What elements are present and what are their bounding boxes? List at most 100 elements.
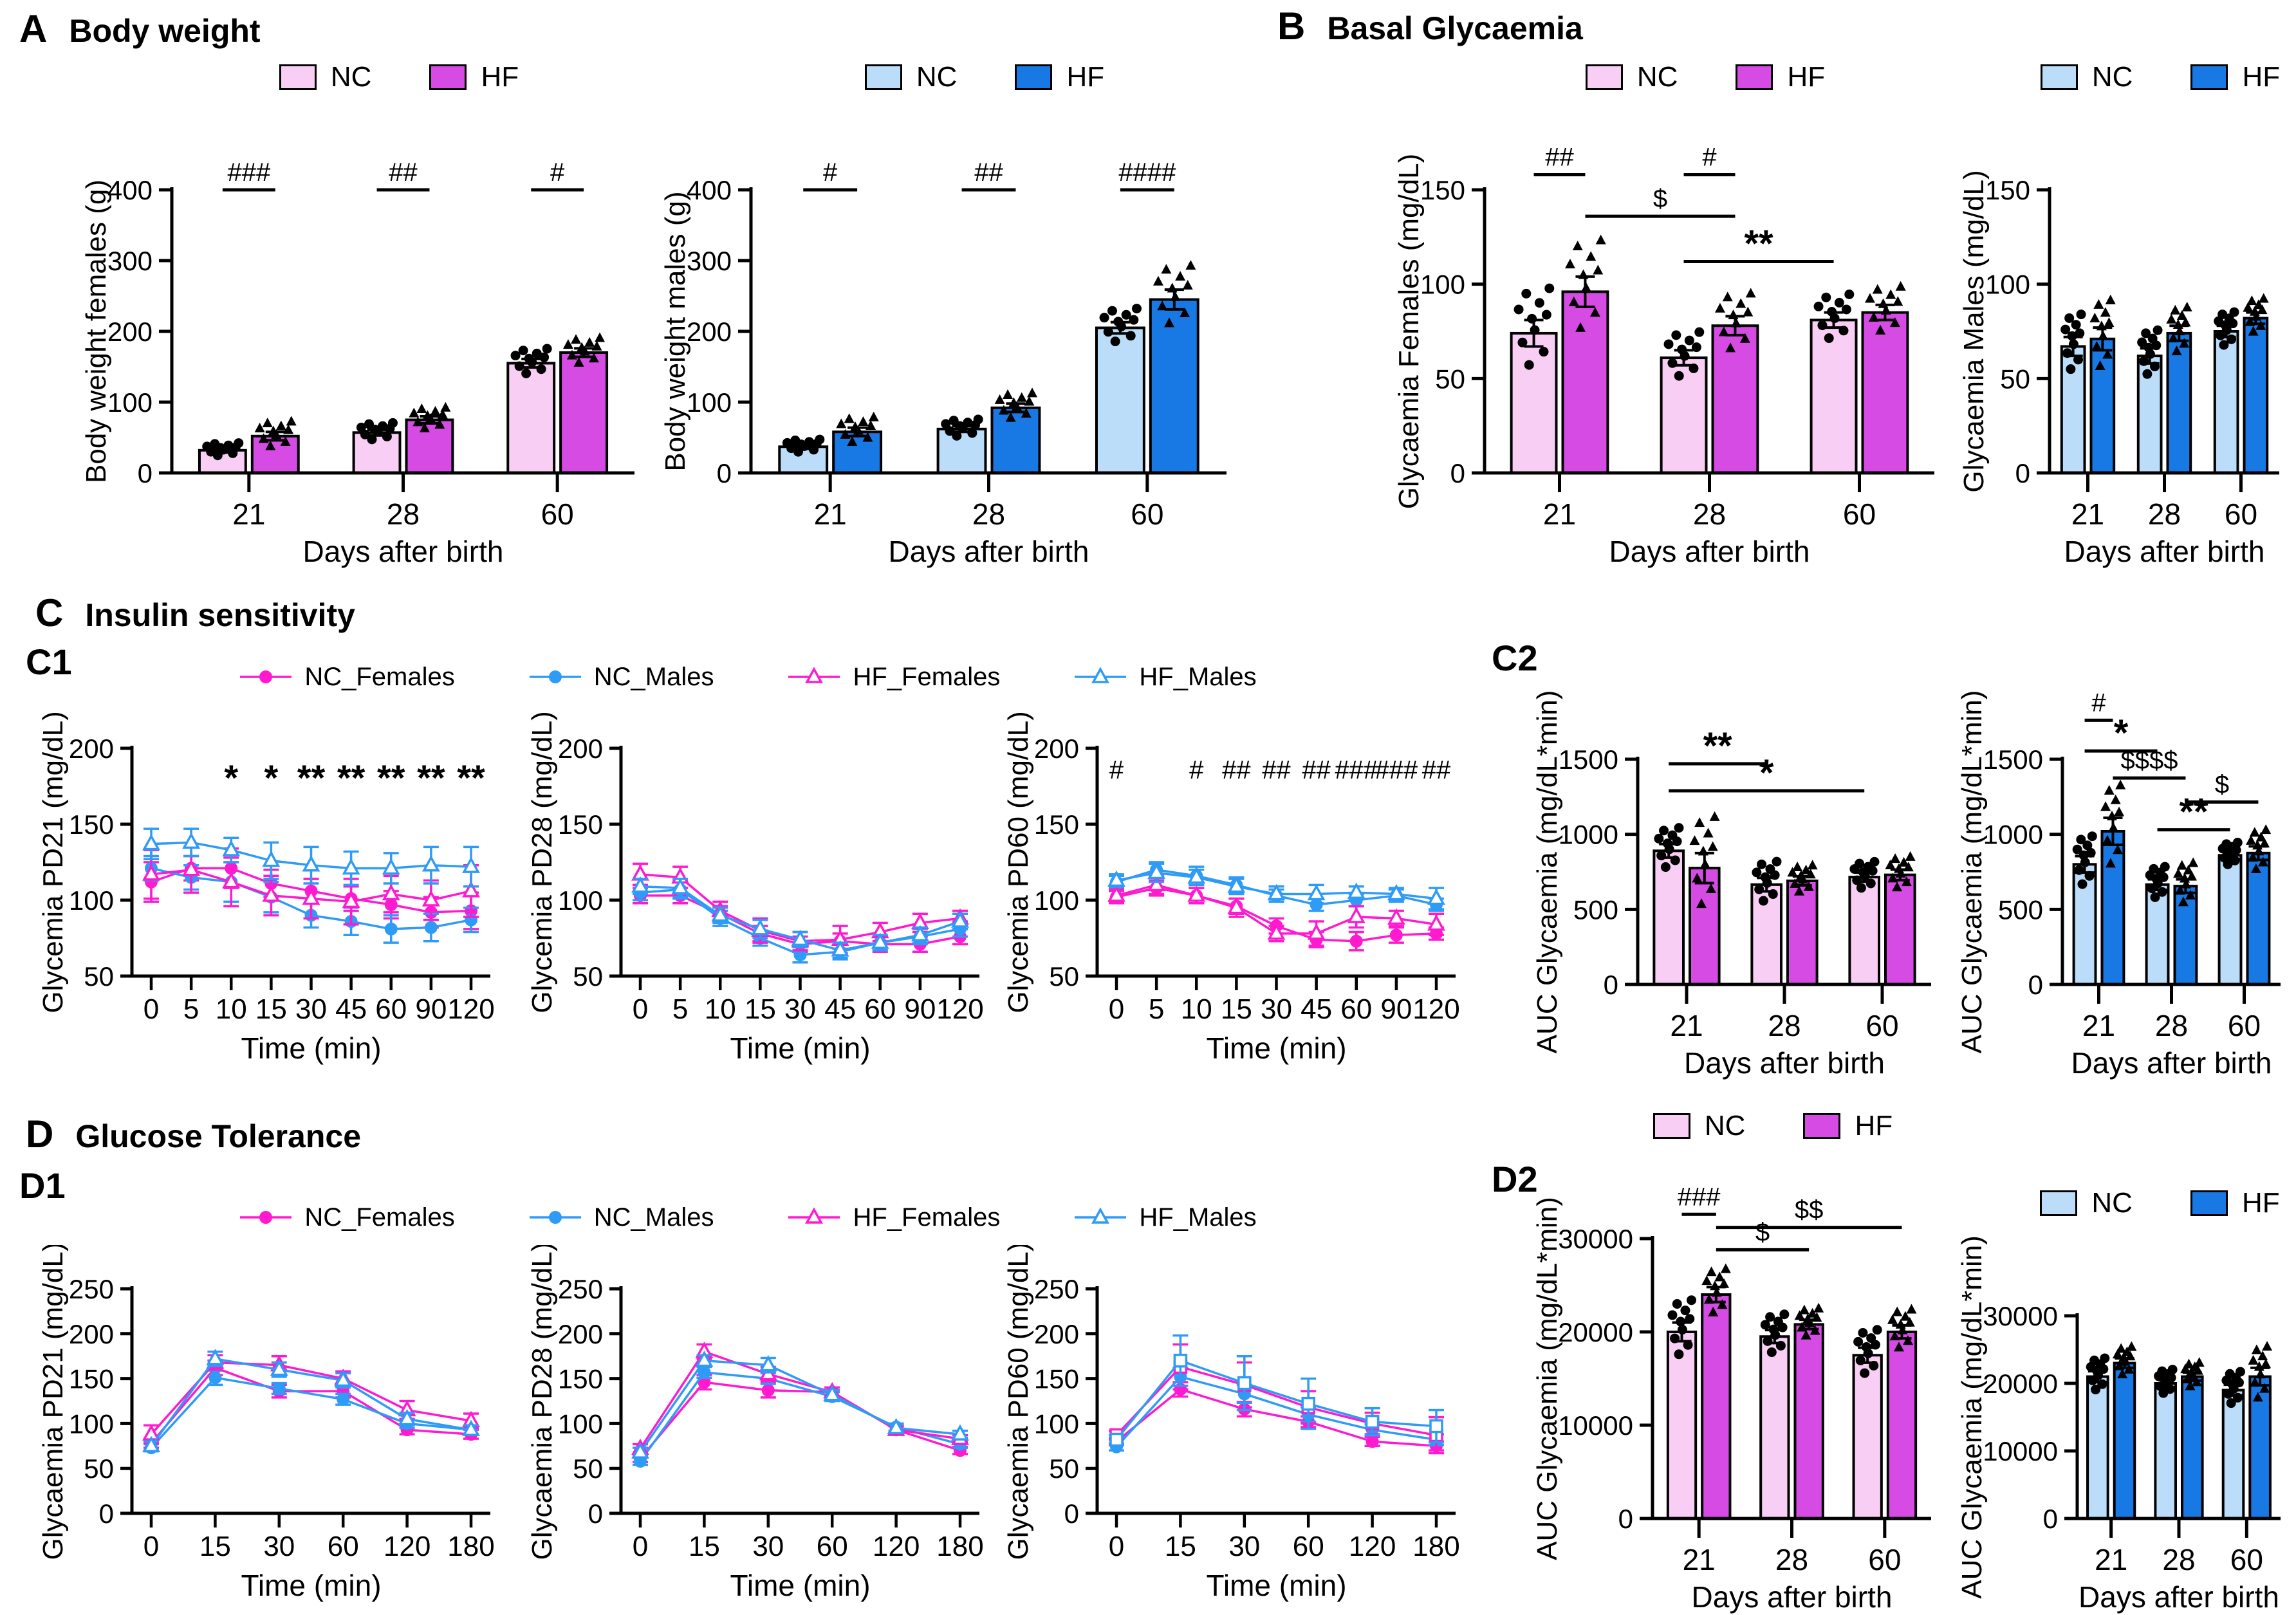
svg-text:21: 21	[814, 497, 847, 531]
svg-text:AUC Glycaemia (mg/dL*min): AUC Glycaemia (mg/dL*min)	[1956, 690, 1988, 1054]
svg-text:###: ###	[227, 158, 270, 187]
svg-text:100: 100	[1420, 270, 1465, 300]
panel-a-letter: A	[19, 7, 48, 50]
svg-text:28: 28	[2155, 1009, 2188, 1042]
svg-text:20000: 20000	[1983, 1369, 2058, 1399]
svg-text:60: 60	[2228, 1009, 2261, 1042]
svg-text:60: 60	[817, 1531, 848, 1562]
legend-swatch-icon	[1736, 64, 1773, 90]
legend-label: NC	[1636, 61, 1678, 93]
legend-series-c1: NC_Females NC_Males HF_Females HF_Males	[240, 658, 1257, 696]
svg-text:150: 150	[558, 1364, 603, 1394]
svg-text:Days after birth: Days after birth	[2071, 1046, 2272, 1080]
svg-text:##: ##	[1262, 756, 1291, 784]
open-triangle-marker-icon	[788, 667, 840, 683]
legend-swatch-icon	[429, 64, 467, 90]
svg-text:30: 30	[784, 993, 816, 1025]
chart-canvas-gtt-pd28: 0 50 100 150 200 250 Glycaemia PD28 (mg/dL) 0 15…	[524, 1245, 1004, 1615]
svg-text:45: 45	[335, 993, 367, 1025]
svg-text:Time (min): Time (min)	[1206, 1569, 1346, 1602]
svg-text:Glycaemia PD60 (mg/dL): Glycaemia PD60 (mg/dL)	[1003, 1245, 1034, 1560]
svg-text:28: 28	[1768, 1009, 1801, 1042]
svg-text:0: 0	[138, 458, 153, 488]
svg-text:10000: 10000	[1983, 1436, 2058, 1466]
svg-text:AUC Glycaemia (mg/dL*min): AUC Glycaemia (mg/dL*min)	[1532, 690, 1563, 1054]
legend-label: NC	[2091, 61, 2133, 93]
svg-text:60: 60	[1131, 497, 1163, 531]
svg-text:60: 60	[541, 497, 574, 531]
legend-item-NC: NC	[279, 61, 371, 93]
svg-text:Glycemia PD28 (mg/dL): Glycemia PD28 (mg/dL)	[526, 711, 558, 1013]
svg-text:*: *	[1759, 752, 1774, 794]
svg-text:#: #	[1109, 756, 1124, 784]
svg-text:150: 150	[69, 809, 114, 840]
svg-text:Days after birth: Days after birth	[1609, 535, 1810, 568]
svg-text:####: ####	[1118, 158, 1176, 187]
legend-item-NC: NC	[2040, 1187, 2133, 1219]
svg-text:15: 15	[1165, 1531, 1196, 1562]
legend-label: NC_Males	[593, 662, 714, 691]
svg-text:250: 250	[558, 1274, 603, 1304]
legend-label: HF	[1066, 61, 1105, 93]
svg-text:50: 50	[84, 961, 114, 992]
svg-text:$: $	[2215, 771, 2229, 799]
svg-text:###: ###	[1335, 756, 1378, 784]
svg-text:15: 15	[1221, 993, 1252, 1025]
chart-canvas-gtt-pd60: 0 50 100 150 200 250 Glycaemia PD60 (mg/dL) 0 15…	[1001, 1245, 1480, 1615]
svg-text:0: 0	[2043, 1504, 2058, 1534]
svg-text:0: 0	[1109, 993, 1124, 1025]
svg-text:#: #	[550, 158, 565, 187]
svg-text:0: 0	[717, 458, 732, 488]
svg-text:21: 21	[2071, 497, 2104, 531]
svg-text:AUC Glycaemia (mg/dL*min): AUC Glycaemia (mg/dL*min)	[1956, 1235, 1988, 1599]
svg-text:150: 150	[1420, 175, 1465, 205]
chart-glycaemia-females: NC HF 0 50 100 150 Glycaemia Females (mg/dL) 2…	[1390, 55, 1950, 569]
svg-text:28: 28	[1775, 1543, 1808, 1576]
svg-text:0: 0	[1604, 970, 1618, 1000]
svg-text:0: 0	[588, 1499, 603, 1529]
svg-text:5: 5	[1149, 993, 1164, 1025]
svg-text:150: 150	[1034, 809, 1079, 840]
filled-circle-marker-icon	[240, 670, 292, 683]
svg-text:200: 200	[1034, 734, 1079, 764]
svg-text:**: **	[1744, 223, 1773, 264]
svg-text:0: 0	[2028, 970, 2043, 1000]
legend-label: HF	[2242, 61, 2281, 93]
svg-text:AUC Glycaemia (mg/dL*min): AUC Glycaemia (mg/dL*min)	[1532, 1197, 1563, 1560]
legend-label: HF_Females	[853, 1203, 1001, 1232]
panel-c2-label: C2	[1492, 638, 1538, 678]
svg-text:##: ##	[389, 158, 418, 187]
svg-text:15: 15	[199, 1531, 231, 1562]
chart-gtt-pd28: 0 50 100 150 200 250 Glycaemia PD28 (mg/dL) 0 15…	[524, 1245, 1004, 1615]
legend-swatch-icon	[1803, 1113, 1841, 1139]
svg-text:50: 50	[84, 1454, 114, 1484]
svg-text:**: **	[1703, 725, 1733, 767]
panel-b-header: B Basal Glycaemia	[1277, 4, 1583, 48]
chart-canvas-auc-gtt-females: 0 10000 20000 30000 AUC Glycaemia (mg/dL*min…	[1528, 1149, 1947, 1615]
svg-text:120: 120	[936, 993, 983, 1025]
svg-text:Time (min): Time (min)	[241, 1569, 381, 1602]
legend-label: HF	[481, 61, 519, 93]
svg-text:30: 30	[263, 1531, 295, 1562]
svg-text:Time (min): Time (min)	[1206, 1031, 1346, 1065]
legend-item-NC_Males: NC_Males	[526, 663, 714, 692]
legend-glycaemia-females: NC HF	[1390, 55, 1950, 100]
svg-text:60: 60	[2225, 497, 2257, 531]
chart-itt-pd60: 50 100 150 200 Glycemia PD60 (mg/dL) 0 5 10 15 30…	[1001, 705, 1480, 1078]
legend-swatch-icon	[2190, 64, 2228, 90]
svg-text:$: $	[1755, 1218, 1770, 1246]
chart-canvas-bodyweight-males: 0 100 200 300 400 Body weight males (g) 21 28 60…	[656, 100, 1242, 569]
svg-text:60: 60	[375, 993, 407, 1025]
svg-text:120: 120	[1349, 1531, 1396, 1562]
svg-text:500: 500	[1998, 894, 2043, 925]
svg-text:Glycaemia Males (mg/dL): Glycaemia Males (mg/dL)	[1958, 170, 1990, 492]
svg-text:120: 120	[1412, 993, 1459, 1025]
svg-text:15: 15	[689, 1531, 720, 1562]
svg-text:15: 15	[745, 993, 776, 1025]
svg-text:Days after birth: Days after birth	[889, 535, 1089, 568]
